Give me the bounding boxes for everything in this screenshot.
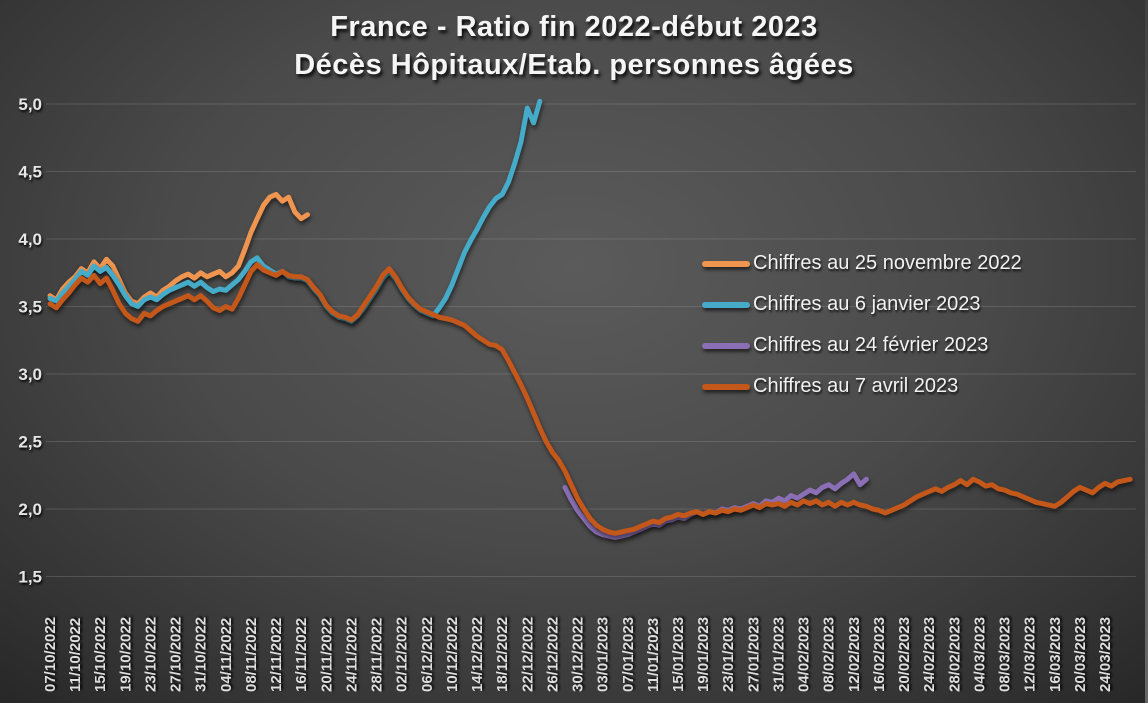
y-tick-label: 2,0 [18,500,42,519]
x-tick-label: 26/12/2022 [544,617,561,692]
y-tick-label: 5,0 [18,95,42,114]
x-tick-label: 27/01/2023 [745,617,762,692]
x-tick-label: 31/01/2023 [770,617,787,692]
x-tick-label: 12/02/2023 [846,617,863,692]
legend-swatch-teal [702,301,750,308]
x-tick-label: 04/02/2023 [796,617,813,692]
x-tick-label: 22/12/2022 [519,617,536,692]
x-tick-label: 06/12/2022 [419,617,436,692]
x-tick-label: 23/01/2023 [720,617,737,692]
series-line-1 [47,191,310,307]
x-tick-label: 19/10/2022 [117,617,134,692]
x-tick-label: 07/10/2022 [42,617,59,692]
series-line-4 [47,262,1133,536]
x-tick-label: 16/03/2023 [1047,617,1064,692]
x-tick-label: 07/01/2023 [620,617,637,692]
legend: Chiffres au 25 novembre 2022 Chiffres au… [702,243,1022,407]
legend-item: Chiffres au 7 avril 2023 [702,366,1022,407]
chart-title-line2: Décès Hôpitaux/Etab. personnes âgées [294,49,854,82]
x-tick-label: 31/10/2022 [193,617,210,692]
x-tick-label: 15/01/2023 [670,617,687,692]
legend-label: Chiffres au 7 avril 2023 [753,375,959,397]
chart-title: France - Ratio fin 2022-début 2023 Décès… [0,8,1148,85]
legend-swatch-orange-light [702,260,750,267]
legend-label: Chiffres au 25 novembre 2022 [753,252,1022,274]
x-tick-label: 14/12/2022 [469,617,486,692]
x-tick-label: 24/11/2022 [343,618,360,692]
y-tick-label: 4,5 [18,163,42,182]
y-tick-label: 4,0 [18,230,42,249]
y-tick-label: 3,5 [18,298,42,317]
x-tick-label: 24/03/2023 [1097,617,1114,692]
x-tick-label: 20/02/2023 [896,617,913,692]
x-tick-label: 12/03/2023 [1022,617,1039,692]
x-tick-label: 24/02/2023 [921,617,938,692]
x-tick-label: 08/11/2022 [243,618,260,692]
x-tick-label: 08/03/2023 [997,617,1014,692]
x-tick-label: 20/11/2022 [318,618,335,692]
x-tick-label: 04/11/2022 [218,618,235,692]
x-tick-label: 28/02/2023 [946,617,963,692]
x-tick-label: 23/10/2022 [142,617,159,692]
window-edge [1145,0,1148,703]
x-tick-label: 27/10/2022 [168,617,185,692]
x-tick-label: 15/10/2022 [92,617,109,692]
legend-swatch-purple [702,342,750,349]
y-tick-label: 2,5 [18,433,42,452]
legend-item: Chiffres au 25 novembre 2022 [702,243,1022,284]
chart-title-line1: France - Ratio fin 2022-début 2023 [330,11,818,43]
legend-label: Chiffres au 6 janvier 2023 [753,293,981,315]
x-tick-label: 16/11/2022 [293,618,310,692]
legend-label: Chiffres au 24 février 2023 [753,334,989,356]
x-tick-label: 11/01/2023 [645,618,662,692]
x-tick-label: 30/12/2022 [570,617,587,692]
x-tick-label: 18/12/2022 [494,617,511,692]
legend-item: Chiffres au 24 février 2023 [702,325,1022,366]
y-tick-label: 3,0 [18,365,42,384]
x-tick-label: 03/01/2023 [595,617,612,692]
x-tick-label: 08/02/2023 [821,617,838,692]
x-tick-label: 04/03/2023 [971,617,988,692]
x-tick-label: 28/11/2022 [369,618,386,692]
legend-item: Chiffres au 6 janvier 2023 [702,284,1022,325]
x-tick-label: 16/02/2023 [871,617,888,692]
x-tick-label: 11/10/2022 [67,618,84,692]
y-tick-label: 1,5 [18,568,42,587]
x-tick-label: 12/11/2022 [268,618,285,692]
x-tick-label: 02/12/2022 [394,617,411,692]
x-tick-label: 10/12/2022 [444,617,461,692]
x-tick-label: 20/03/2023 [1072,617,1089,692]
legend-swatch-orange-dark [702,383,750,390]
x-tick-label: 19/01/2023 [695,617,712,692]
